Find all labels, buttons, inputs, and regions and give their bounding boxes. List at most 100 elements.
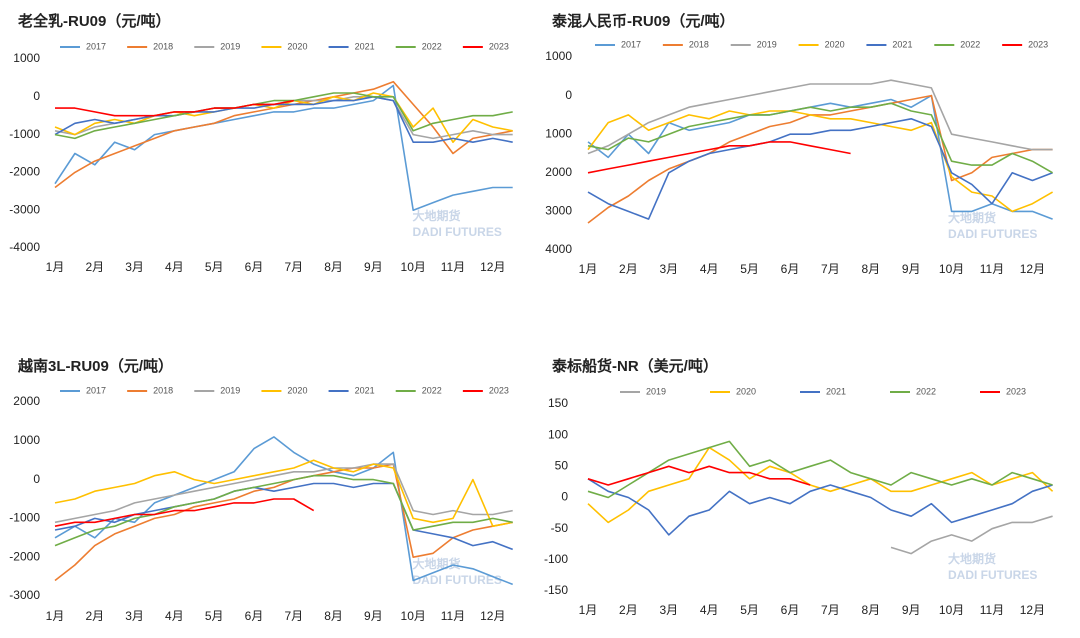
x-tick-label: 7月 (821, 262, 840, 276)
series-line (54, 96, 513, 143)
x-tick-label: 6月 (781, 262, 800, 276)
watermark: DADI FUTURES (413, 225, 502, 239)
x-tick-label: 3月 (659, 262, 678, 276)
y-tick-label: 100 (548, 427, 568, 441)
y-tick-label: 3000 (545, 204, 572, 218)
series-line (55, 99, 294, 117)
legend-label: 2022 (960, 39, 980, 49)
x-tick-label: 11月 (980, 603, 1004, 617)
legend-label: 2018 (689, 39, 709, 49)
x-tick-label: 1月 (46, 260, 65, 274)
x-tick-label: 10月 (401, 609, 426, 623)
legend-label: 2020 (825, 39, 845, 49)
x-tick-label: 9月 (902, 603, 921, 617)
x-tick-label: 4月 (700, 603, 719, 617)
y-tick-label: 50 (555, 459, 569, 473)
series-line (587, 478, 1053, 536)
x-tick-label: 6月 (245, 260, 264, 274)
watermark: 大地期货 (413, 208, 461, 223)
y-tick-label: -3000 (9, 588, 40, 602)
y-tick-label: 2000 (13, 394, 40, 408)
series-line (587, 446, 1054, 524)
series-line (54, 463, 513, 524)
series-line (54, 459, 513, 527)
chart-title: 老全乳-RU09（元/吨） (17, 12, 171, 30)
series-line (587, 94, 1053, 220)
watermark: 大地期货 (413, 556, 461, 571)
x-tick-label: 6月 (781, 603, 800, 617)
x-tick-label: 2月 (85, 260, 104, 274)
legend-label: 2019 (220, 41, 240, 51)
y-tick-label: -50 (551, 521, 569, 535)
y-tick-label: -1000 (9, 127, 40, 141)
chart-title: 泰混人民币-RU09（元/吨） (551, 12, 735, 30)
y-tick-label: -2000 (9, 165, 40, 179)
y-tick-label: 0 (561, 490, 568, 504)
x-tick-label: 1月 (46, 609, 65, 623)
series-line (587, 94, 1053, 224)
x-tick-label: 6月 (245, 609, 264, 623)
legend-label: 2023 (489, 41, 509, 51)
series-line (54, 463, 513, 582)
x-tick-label: 10月 (939, 262, 964, 276)
x-tick-label: 4月 (165, 609, 184, 623)
legend-label: 2020 (736, 386, 756, 396)
x-tick-label: 1月 (579, 262, 598, 276)
x-tick-label: 12月 (480, 260, 505, 274)
x-tick-label: 4月 (700, 262, 719, 276)
legend-label: 2021 (355, 385, 375, 395)
legend-label: 2019 (220, 385, 240, 395)
x-tick-label: 8月 (324, 260, 343, 274)
x-tick-label: 8月 (861, 262, 880, 276)
series-line (587, 440, 1053, 499)
series-line (890, 515, 1053, 555)
x-tick-label: 3月 (659, 603, 678, 617)
chart-title: 越南3L-RU09（元/吨） (17, 357, 173, 375)
x-tick-label: 9月 (902, 262, 921, 276)
x-tick-label: 12月 (1020, 262, 1045, 276)
legend-label: 2023 (489, 385, 509, 395)
series-line (54, 84, 513, 211)
x-tick-label: 5月 (205, 609, 224, 623)
legend-label: 2023 (1006, 386, 1026, 396)
watermark: 大地期货 (948, 551, 996, 566)
x-tick-label: 12月 (1020, 603, 1045, 617)
y-tick-label: -100 (544, 552, 568, 566)
y-tick-label: -4000 (9, 240, 40, 254)
y-tick-label: 2000 (545, 165, 572, 179)
x-tick-label: 11月 (980, 262, 1004, 276)
series-line (587, 110, 1053, 213)
x-tick-label: 7月 (284, 609, 303, 623)
series-line (54, 80, 513, 189)
x-tick-label: 10月 (939, 603, 964, 617)
watermark: DADI FUTURES (948, 227, 1037, 241)
series-line (587, 102, 1053, 174)
x-tick-label: 9月 (364, 609, 383, 623)
series-line (587, 118, 1053, 220)
x-tick-label: 8月 (861, 603, 880, 617)
series-line (587, 141, 851, 174)
x-tick-label: 8月 (324, 609, 343, 623)
x-tick-label: 2月 (619, 603, 638, 617)
legend-label: 2021 (826, 386, 846, 396)
series-line (54, 92, 513, 140)
series-line (54, 498, 315, 527)
legend-label: 2018 (153, 385, 173, 395)
y-tick-label: 1000 (13, 51, 40, 65)
x-tick-label: 7月 (284, 260, 303, 274)
x-tick-label: 4月 (165, 260, 184, 274)
watermark: 大地期货 (948, 210, 996, 225)
x-tick-label: 5月 (740, 262, 759, 276)
x-tick-label: 3月 (125, 609, 144, 623)
y-tick-label: 4000 (545, 242, 572, 256)
y-tick-label: 1000 (545, 49, 572, 63)
x-tick-label: 12月 (480, 609, 505, 623)
legend-label: 2017 (86, 41, 106, 51)
y-tick-label: 150 (548, 396, 568, 410)
chart-title: 泰标船货-NR（美元/吨） (551, 357, 718, 375)
legend-label: 2017 (621, 39, 641, 49)
legend-label: 2022 (422, 385, 442, 395)
legend-label: 2020 (287, 385, 307, 395)
series-line (587, 465, 811, 486)
watermark: DADI FUTURES (413, 573, 502, 587)
